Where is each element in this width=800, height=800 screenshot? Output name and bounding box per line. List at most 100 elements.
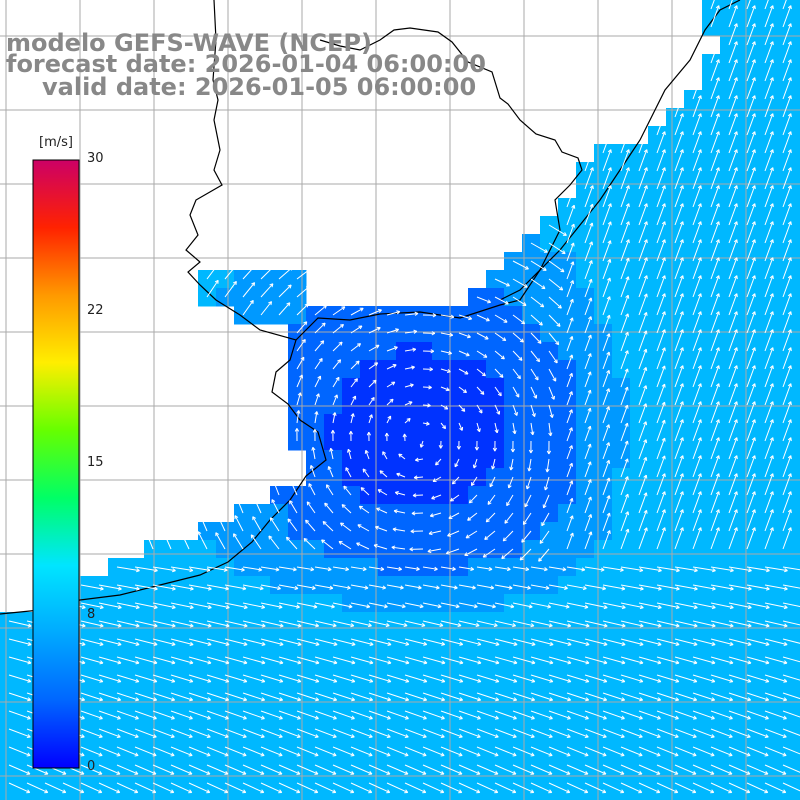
wind-arrow bbox=[278, 620, 302, 628]
wind-arrow bbox=[674, 491, 684, 514]
wind-arrow bbox=[458, 566, 475, 572]
wind-arrow bbox=[746, 419, 756, 442]
wind-arrow bbox=[728, 491, 738, 514]
wind-arrow bbox=[386, 602, 406, 609]
wind-arrow bbox=[98, 764, 121, 775]
wind-arrow bbox=[440, 404, 449, 410]
wind-arrow bbox=[314, 584, 334, 590]
wind-arrow bbox=[692, 584, 716, 591]
field-cell bbox=[360, 450, 379, 469]
coastline-east bbox=[499, 0, 741, 301]
field-cell bbox=[792, 270, 800, 289]
wind-arrow bbox=[620, 674, 644, 683]
wind-arrow bbox=[512, 332, 524, 343]
wind-arrow bbox=[620, 404, 629, 424]
field-cell bbox=[378, 450, 397, 469]
wind-arrow bbox=[386, 728, 409, 739]
field-cell bbox=[414, 522, 433, 541]
wind-arrow bbox=[746, 77, 756, 100]
wind-arrow bbox=[764, 455, 774, 478]
wind-arrow bbox=[692, 365, 702, 388]
wind-arrow bbox=[566, 480, 574, 496]
wind-arrow bbox=[692, 509, 702, 532]
wind-arrow bbox=[386, 620, 408, 628]
wind-arrow bbox=[548, 638, 572, 646]
wind-arrow bbox=[8, 764, 31, 775]
wind-arrow bbox=[340, 522, 352, 532]
wind-arrow bbox=[476, 656, 500, 665]
wind-arrow bbox=[360, 487, 370, 496]
wind-arrow bbox=[362, 468, 370, 478]
wind-arrow bbox=[584, 674, 608, 683]
wind-arrow bbox=[728, 764, 751, 775]
field-cell bbox=[342, 396, 361, 415]
wind-arrow bbox=[764, 239, 774, 262]
field-cell bbox=[594, 450, 613, 469]
wind-arrow bbox=[494, 404, 501, 415]
wind-arrow bbox=[620, 294, 630, 316]
field-cell bbox=[396, 792, 415, 800]
wind-arrow bbox=[746, 59, 756, 82]
field-cell bbox=[576, 414, 595, 433]
wind-arrow bbox=[411, 511, 424, 516]
wind-arrow bbox=[638, 474, 648, 496]
wind-arrow bbox=[764, 419, 774, 442]
wind-arrow bbox=[782, 746, 800, 755]
wind-arrow bbox=[566, 515, 574, 532]
wind-arrow bbox=[350, 656, 374, 665]
field-cell bbox=[792, 108, 800, 127]
wind-arrow bbox=[368, 782, 391, 794]
wind-arrow bbox=[584, 620, 608, 628]
wind-arrow bbox=[548, 620, 572, 628]
wind-arrow bbox=[674, 275, 684, 298]
wind-arrow bbox=[656, 638, 680, 646]
wind-arrow bbox=[296, 710, 319, 720]
field-cell bbox=[306, 522, 325, 541]
wind-arrow bbox=[764, 149, 774, 172]
wind-arrow bbox=[197, 531, 208, 550]
wind-arrow bbox=[512, 278, 528, 288]
wind-arrow bbox=[728, 710, 751, 720]
field-cell bbox=[558, 306, 577, 325]
wind-arrow bbox=[566, 185, 576, 208]
wind-arrow bbox=[224, 692, 248, 702]
wind-arrow bbox=[332, 341, 343, 352]
field-cell bbox=[450, 504, 469, 523]
wind-arrow bbox=[374, 525, 388, 532]
field-cell bbox=[396, 522, 415, 541]
wind-arrow bbox=[134, 692, 158, 702]
wind-arrow bbox=[710, 383, 720, 406]
wind-arrow bbox=[566, 204, 576, 226]
wind-arrow bbox=[548, 296, 562, 309]
wind-arrow bbox=[206, 764, 229, 775]
wind-arrow bbox=[728, 401, 738, 424]
wind-arrow bbox=[764, 311, 774, 334]
wind-arrow bbox=[289, 500, 298, 514]
wind-arrow bbox=[620, 221, 630, 244]
wind-arrow bbox=[404, 638, 428, 646]
wind-arrow bbox=[458, 782, 481, 794]
coastline bbox=[185, 0, 583, 341]
field-cell bbox=[576, 468, 595, 487]
wind-arrow bbox=[188, 674, 212, 683]
wind-arrow bbox=[764, 656, 788, 665]
wind-arrow bbox=[80, 692, 104, 702]
wind-arrow bbox=[692, 491, 702, 514]
wind-arrow bbox=[506, 494, 514, 507]
field-cell bbox=[198, 270, 217, 289]
wind-arrow bbox=[728, 566, 752, 573]
wind-arrow bbox=[476, 332, 489, 340]
wind-arrow bbox=[404, 710, 427, 720]
wind-arrow bbox=[764, 23, 774, 46]
field-cell bbox=[378, 504, 397, 523]
wind-arrow bbox=[368, 656, 392, 665]
wind-arrow bbox=[584, 746, 607, 757]
wind-arrow bbox=[674, 365, 684, 388]
wind-arrow bbox=[782, 347, 792, 370]
wind-arrow bbox=[476, 350, 488, 358]
wind-arrow bbox=[584, 638, 608, 646]
wind-arrow bbox=[278, 782, 301, 794]
wind-arrow bbox=[364, 449, 370, 460]
wind-arrow bbox=[386, 398, 394, 406]
